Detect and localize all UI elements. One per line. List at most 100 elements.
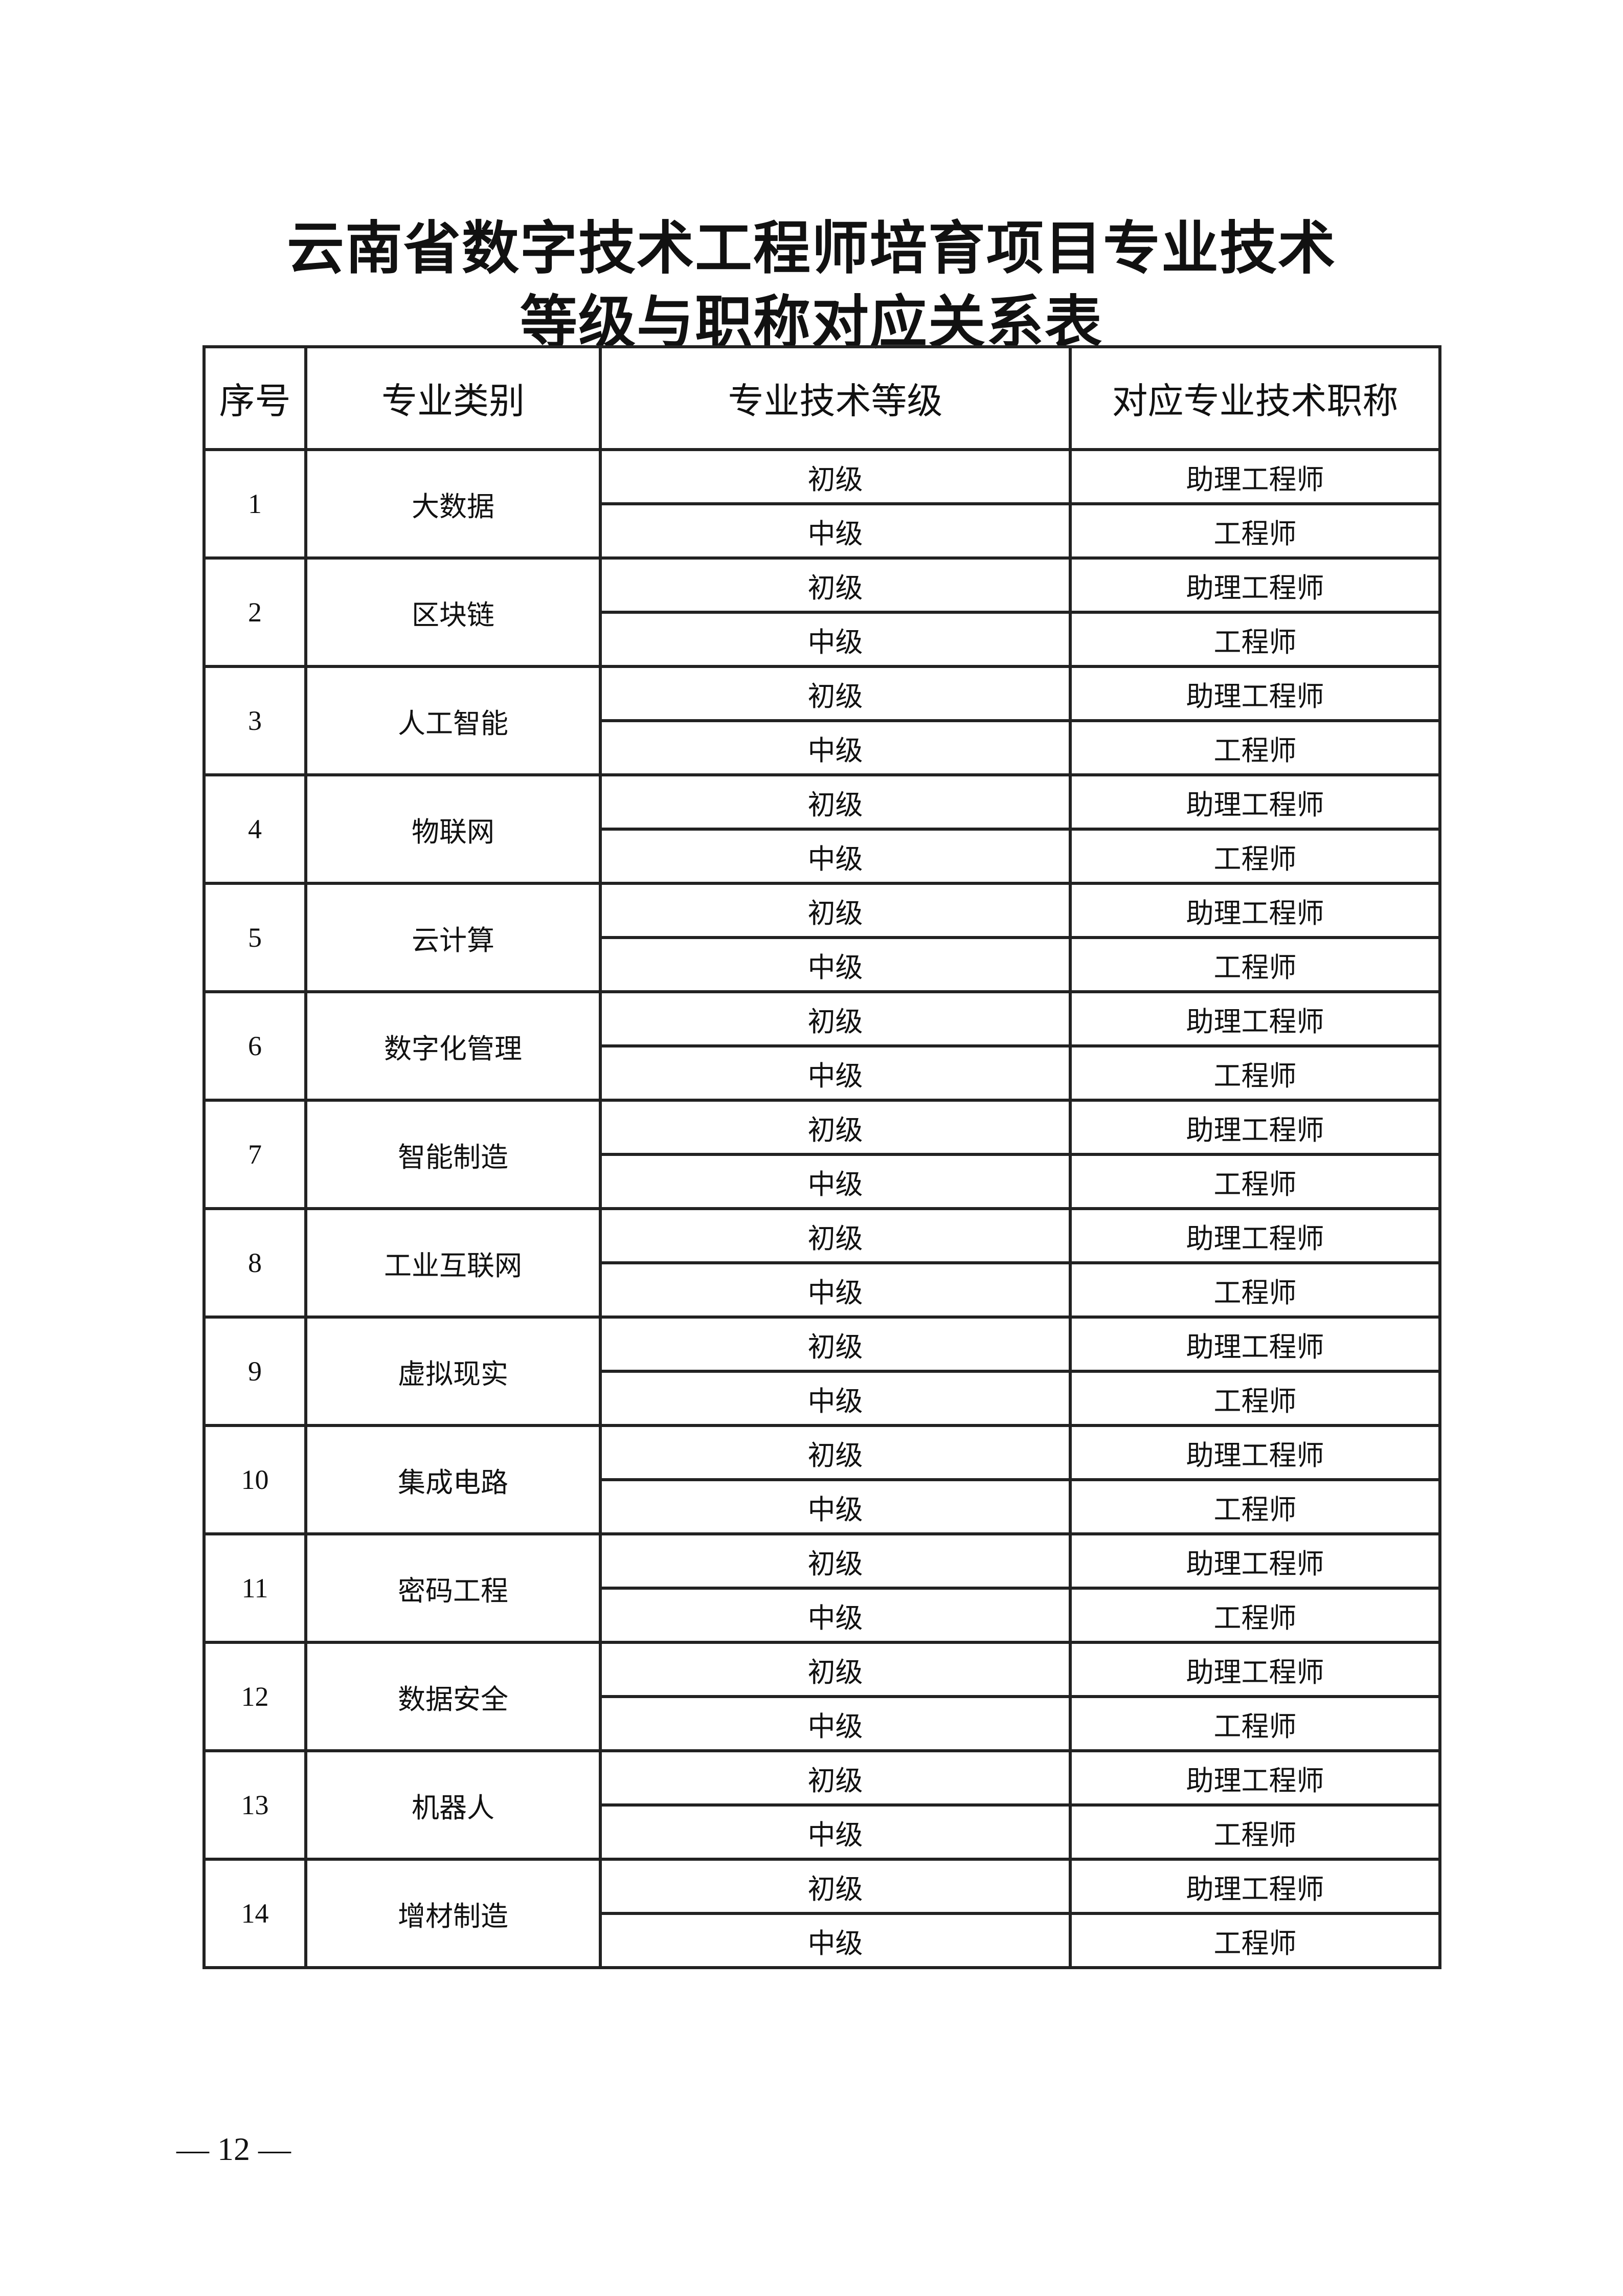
table-row: 2 区块链 初级 助理工程师 [202, 556, 1441, 668]
professional-title-cell: 助理工程师 [1069, 1858, 1441, 1915]
level-cell: 中级 [599, 1803, 1072, 1861]
serial-cell: 12 [202, 1641, 307, 1752]
professional-title-cell: 工程师 [1069, 1695, 1441, 1752]
category-cell: 区块链 [304, 556, 602, 668]
table-row: 中级 工程师 [204, 1261, 1441, 1319]
level-cell: 初级 [599, 990, 1072, 1047]
table-row: 中级 工程师 [204, 1803, 1441, 1861]
serial-cell: 2 [202, 556, 307, 668]
level-cell: 初级 [599, 1099, 1072, 1156]
category-cell: 虚拟现实 [304, 1316, 602, 1427]
header-level: 专业技术等级 [599, 345, 1072, 451]
level-cell: 初级 [599, 1532, 1072, 1590]
serial-cell: 5 [202, 882, 307, 993]
professional-title-cell: 助理工程师 [1069, 556, 1441, 614]
professional-title-cell: 工程师 [1069, 1044, 1441, 1102]
header-category: 专业类别 [304, 345, 602, 451]
professional-title-cell: 助理工程师 [1069, 665, 1441, 722]
professional-title-cell: 助理工程师 [1069, 448, 1441, 505]
table-row: 5 云计算 初级 助理工程师 [202, 882, 1441, 993]
professional-title-cell: 工程师 [1069, 1153, 1441, 1210]
table-row: 8 工业互联网 初级 助理工程师 [202, 1207, 1441, 1319]
category-cell: 数据安全 [304, 1641, 602, 1752]
level-cell: 中级 [599, 719, 1072, 776]
serial-cell: 14 [202, 1858, 307, 1969]
serial-cell: 8 [202, 1207, 307, 1319]
level-cell: 中级 [599, 1261, 1072, 1319]
table-header-row: 序号 专业类别 专业技术等级 对应专业技术职称 [202, 345, 1441, 451]
professional-title-cell: 助理工程师 [1069, 1532, 1441, 1590]
serial-cell: 6 [202, 990, 307, 1102]
professional-title-cell: 工程师 [1069, 1912, 1441, 1969]
level-cell: 初级 [599, 1316, 1072, 1373]
serial-cell: 4 [202, 773, 307, 885]
category-cell: 密码工程 [304, 1532, 602, 1644]
table-row: 中级 工程师 [204, 1044, 1441, 1102]
level-cell: 初级 [599, 556, 1072, 614]
table-row: 3 人工智能 初级 助理工程师 [202, 665, 1441, 776]
table-row: 7 智能制造 初级 助理工程师 [202, 1099, 1441, 1210]
level-cell: 初级 [599, 882, 1072, 939]
professional-title-cell: 工程师 [1069, 719, 1441, 776]
category-cell: 人工智能 [304, 665, 602, 776]
level-cell: 初级 [599, 448, 1072, 505]
category-cell: 云计算 [304, 882, 602, 993]
table-row: 6 数字化管理 初级 助理工程师 [202, 990, 1441, 1102]
professional-title-cell: 助理工程师 [1069, 773, 1441, 831]
professional-title-cell: 工程师 [1069, 1478, 1441, 1535]
professional-title-cell: 工程师 [1069, 936, 1441, 993]
category-cell: 机器人 [304, 1749, 602, 1861]
level-cell: 中级 [599, 1695, 1072, 1752]
table-row: 1 大数据 初级 助理工程师 [202, 448, 1441, 560]
table-row: 中级 工程师 [204, 611, 1441, 668]
category-cell: 工业互联网 [304, 1207, 602, 1319]
professional-title-cell: 助理工程师 [1069, 1641, 1441, 1698]
table-row: 10 集成电路 初级 助理工程师 [202, 1424, 1441, 1535]
professional-title-cell: 助理工程师 [1069, 1749, 1441, 1807]
level-cell: 中级 [599, 1044, 1072, 1102]
level-cell: 中级 [599, 502, 1072, 560]
level-cell: 中级 [599, 611, 1072, 668]
category-cell: 增材制造 [304, 1858, 602, 1969]
category-cell: 智能制造 [304, 1099, 602, 1210]
serial-cell: 11 [202, 1532, 307, 1644]
serial-cell: 9 [202, 1316, 307, 1427]
level-cell: 中级 [599, 936, 1072, 993]
category-cell: 大数据 [304, 448, 602, 560]
table-row: 中级 工程师 [204, 1478, 1441, 1535]
table-row: 中级 工程师 [204, 828, 1441, 885]
table-row: 中级 工程师 [204, 1587, 1441, 1644]
category-cell: 物联网 [304, 773, 602, 885]
professional-title-cell: 助理工程师 [1069, 1424, 1441, 1481]
table-row: 中级 工程师 [204, 1370, 1441, 1427]
level-cell: 初级 [599, 1749, 1072, 1807]
level-cell: 初级 [599, 1424, 1072, 1481]
serial-cell: 1 [202, 448, 307, 560]
header-title: 对应专业技术职称 [1069, 345, 1441, 451]
table-row: 中级 工程师 [204, 502, 1441, 560]
professional-title-cell: 助理工程师 [1069, 882, 1441, 939]
table-row: 11 密码工程 初级 助理工程师 [202, 1532, 1441, 1644]
professional-title-cell: 助理工程师 [1069, 1316, 1441, 1373]
professional-title-cell: 助理工程师 [1069, 1099, 1441, 1156]
page-number: — 12 — [176, 2131, 291, 2167]
level-cell: 中级 [599, 1912, 1072, 1969]
professional-title-cell: 工程师 [1069, 1261, 1441, 1319]
professional-title-cell: 工程师 [1069, 502, 1441, 560]
document-title-line2: 等级与职称对应关系表 [520, 289, 1103, 356]
title-correspondence-table: 序号 专业类别 专业技术等级 对应专业技术职称 1 大数据 初级 助理工程师 中级 工程师… [202, 345, 1441, 1969]
professional-title-cell: 助理工程师 [1069, 990, 1441, 1047]
professional-title-cell: 工程师 [1069, 1587, 1441, 1644]
level-cell: 中级 [599, 1587, 1072, 1644]
table-row: 13 机器人 初级 助理工程师 [202, 1749, 1441, 1861]
professional-title-cell: 工程师 [1069, 1803, 1441, 1861]
level-cell: 中级 [599, 1478, 1072, 1535]
professional-title-cell: 助理工程师 [1069, 1207, 1441, 1264]
table-row: 9 虚拟现实 初级 助理工程师 [202, 1316, 1441, 1427]
level-cell: 中级 [599, 828, 1072, 885]
table-row: 中级 工程师 [204, 719, 1441, 776]
serial-cell: 7 [202, 1099, 307, 1210]
table-row: 4 物联网 初级 助理工程师 [202, 773, 1441, 885]
level-cell: 初级 [599, 1641, 1072, 1698]
table-row: 14 增材制造 初级 助理工程师 [202, 1858, 1441, 1969]
